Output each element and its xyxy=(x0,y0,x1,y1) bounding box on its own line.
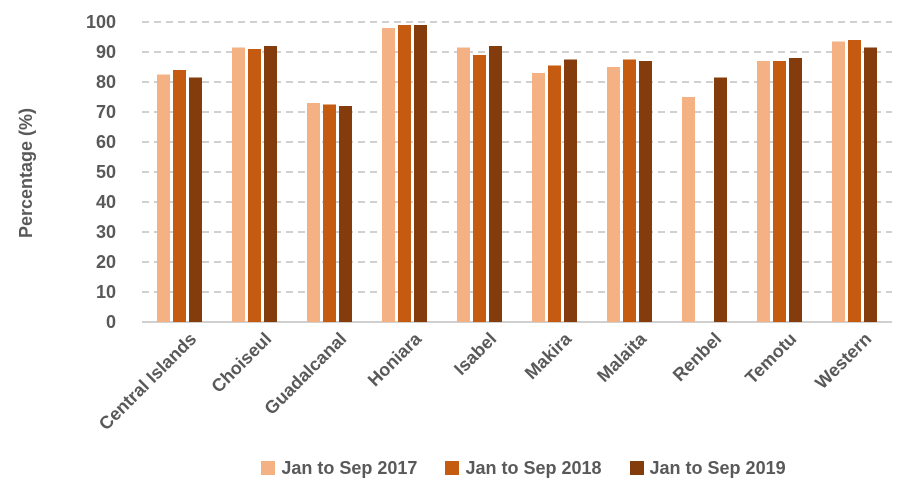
x-category-label: Central Islands xyxy=(95,329,200,434)
x-category-label: Malaita xyxy=(593,328,651,386)
bar xyxy=(414,25,427,322)
legend-swatch xyxy=(445,461,460,475)
legend-item: Jan to Sep 2018 xyxy=(445,457,602,479)
bar xyxy=(607,67,620,322)
bar xyxy=(789,58,802,322)
bar xyxy=(757,61,770,322)
y-tick-label: 50 xyxy=(96,162,116,182)
bar xyxy=(248,49,261,322)
y-tick-label: 0 xyxy=(106,312,116,332)
bar xyxy=(848,40,861,322)
bar xyxy=(189,77,202,322)
bar xyxy=(232,47,245,322)
y-tick-label: 60 xyxy=(96,132,116,152)
legend-label: Jan to Sep 2017 xyxy=(281,457,418,478)
bar xyxy=(457,47,470,322)
legend-swatch xyxy=(629,461,644,475)
bar xyxy=(382,28,395,322)
bar xyxy=(473,55,486,322)
bar xyxy=(639,61,652,322)
bars xyxy=(157,25,877,322)
bar xyxy=(682,97,695,322)
bar xyxy=(773,61,786,322)
bar xyxy=(323,104,336,322)
x-category-label: Honiara xyxy=(364,328,426,390)
y-axis-label: Percentage (%) xyxy=(16,108,36,238)
bar xyxy=(548,65,561,322)
bar xyxy=(339,106,352,322)
x-category-label: Renbel xyxy=(669,329,726,386)
bar xyxy=(714,77,727,322)
y-axis-ticks: 0 10 20 30 40 50 60 70 80 90 100 xyxy=(86,12,116,332)
legend-swatch xyxy=(261,461,276,475)
bar xyxy=(623,59,636,322)
y-tick-label: 100 xyxy=(86,12,116,32)
x-category-label: Choiseul xyxy=(207,329,275,397)
y-tick-label: 80 xyxy=(96,72,116,92)
bar xyxy=(398,25,411,322)
bar xyxy=(173,70,186,322)
legend-item: Jan to Sep 2017 xyxy=(261,458,417,479)
legend-label: Jan to Sep 2018 xyxy=(465,457,602,478)
legend-label: Jan to Sep 2019 xyxy=(649,457,786,478)
x-category-label: Western xyxy=(811,329,875,393)
y-tick-label: 30 xyxy=(96,222,116,242)
bar xyxy=(157,74,170,322)
bar xyxy=(532,73,545,322)
bar xyxy=(564,59,577,322)
y-tick-label: 40 xyxy=(96,192,116,212)
y-tick-label: 10 xyxy=(96,282,116,302)
bar xyxy=(832,41,845,322)
bar xyxy=(489,46,502,322)
y-tick-label: 70 xyxy=(96,102,116,122)
x-category-label: Temotu xyxy=(741,329,800,388)
legend: Jan to Sep 2017 Jan to Sep 2018 Jan to Sep… xyxy=(0,456,897,480)
bar-chart: 0 10 20 30 40 50 60 70 80 90 100 Central Islands Ch… xyxy=(16,12,892,434)
bar xyxy=(264,46,277,322)
x-category-label: Isabel xyxy=(450,329,500,379)
bar xyxy=(307,103,320,322)
y-tick-label: 20 xyxy=(96,252,116,272)
x-category-label: Makira xyxy=(521,328,576,383)
legend-item: Jan to Sep 2019 xyxy=(629,457,786,479)
bar xyxy=(864,47,877,322)
y-tick-label: 90 xyxy=(96,42,116,62)
